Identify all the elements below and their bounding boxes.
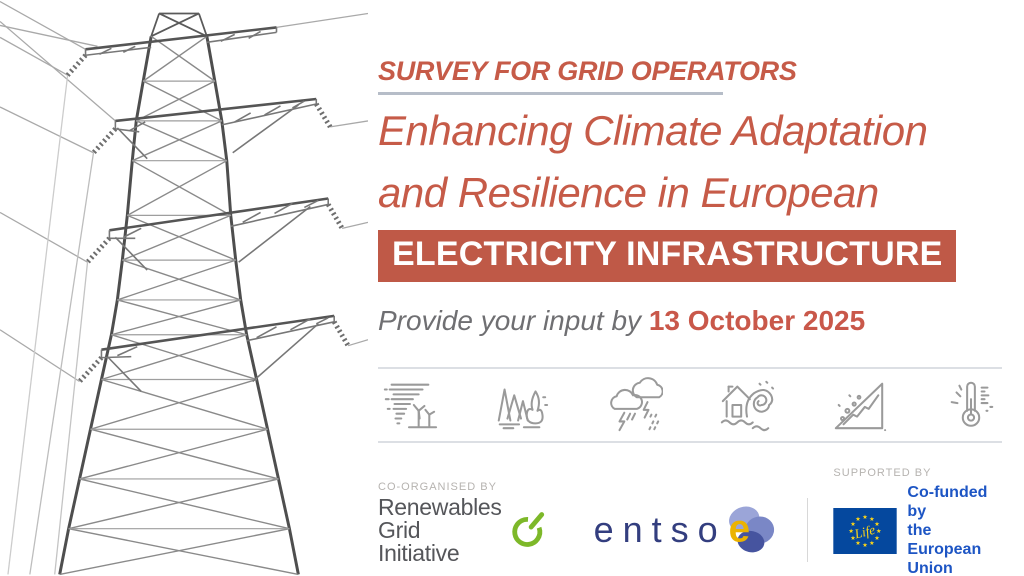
rgi-logo-block: CO-ORGANISED BY Renewables Grid Initiati… (378, 481, 552, 565)
divider-bottom (378, 440, 1002, 443)
title-line-2: and Resilience in European (378, 168, 879, 216)
svg-text:★: ★ (863, 514, 869, 521)
rgi-wordmark: Renewables Grid Initiative (378, 493, 503, 566)
deadline-prefix: Provide your input by (378, 304, 642, 336)
entsoe-e-letter: e (728, 507, 749, 550)
svg-text:★: ★ (856, 516, 862, 523)
deadline-line: Provide your input by 13 October 2025 (378, 305, 1002, 337)
thunderstorm-icon (605, 376, 664, 434)
kicker-underline (378, 92, 723, 95)
svg-text:★: ★ (875, 521, 881, 528)
svg-text:★: ★ (870, 540, 876, 547)
flood-wave-house-icon (717, 376, 775, 434)
wildfire-icon (492, 376, 550, 434)
svg-text:★: ★ (849, 528, 855, 535)
partner-logos-row: CO-ORGANISED BY Renewables Grid Initiati… (378, 467, 1002, 576)
eu-funding-line-2: the European Union (907, 522, 982, 576)
title-banner: ELECTRICITY INFRASTRUCTURE (378, 229, 957, 282)
entsoe-logo: entso e (594, 503, 777, 557)
landslide-icon (830, 376, 888, 434)
content-column: SURVEY FOR GRID OPERATORS Enhancing Clim… (365, 0, 1024, 576)
svg-text:★: ★ (863, 541, 869, 548)
heatwave-thermometer-icon (942, 376, 1000, 434)
rgi-name-line-1: Renewables (378, 493, 502, 520)
svg-text:★: ★ (876, 528, 882, 535)
pylon-illustration (0, 0, 368, 576)
co-organised-label: CO-ORGANISED BY (378, 480, 497, 493)
entsoe-blob-icon: e (728, 506, 774, 552)
kicker-heading: SURVEY FOR GRID OPERATORS (378, 56, 797, 86)
entsoe-wordmark: entso (593, 508, 727, 550)
divider-top (378, 366, 1002, 369)
tornado-wind-turbines-icon (380, 376, 438, 434)
hazard-icons-row (378, 369, 1002, 441)
transmission-tower-photo (0, 0, 368, 576)
title-line-1: Enhancing Climate Adaptation (378, 107, 928, 154)
svg-text:★: ★ (856, 540, 862, 547)
eu-logo-block: SUPPORTED BY ★ ★ ★ ★ ★ ★ ★ ★ ★ ★ ★ ★ Life (833, 467, 1002, 576)
eu-funding-line-1: Co-funded by (907, 483, 988, 520)
eu-life-flag-icon: ★ ★ ★★ ★★ ★★ ★★ ★★ Life (833, 507, 898, 554)
svg-text:★: ★ (851, 521, 857, 528)
rgi-name-line-2: Grid Initiative (378, 516, 460, 566)
supported-label: SUPPORTED BY (833, 466, 932, 479)
svg-text:★: ★ (851, 535, 857, 542)
footer-divider (806, 497, 808, 562)
rgi-circle-icon (512, 512, 545, 547)
svg-text:★: ★ (870, 516, 876, 523)
svg-text:★: ★ (875, 535, 881, 542)
life-script-label: Life (852, 521, 877, 541)
deadline-date: 13 October 2025 (648, 304, 866, 336)
eu-funding-text: Co-funded by the European Union (907, 483, 1002, 576)
